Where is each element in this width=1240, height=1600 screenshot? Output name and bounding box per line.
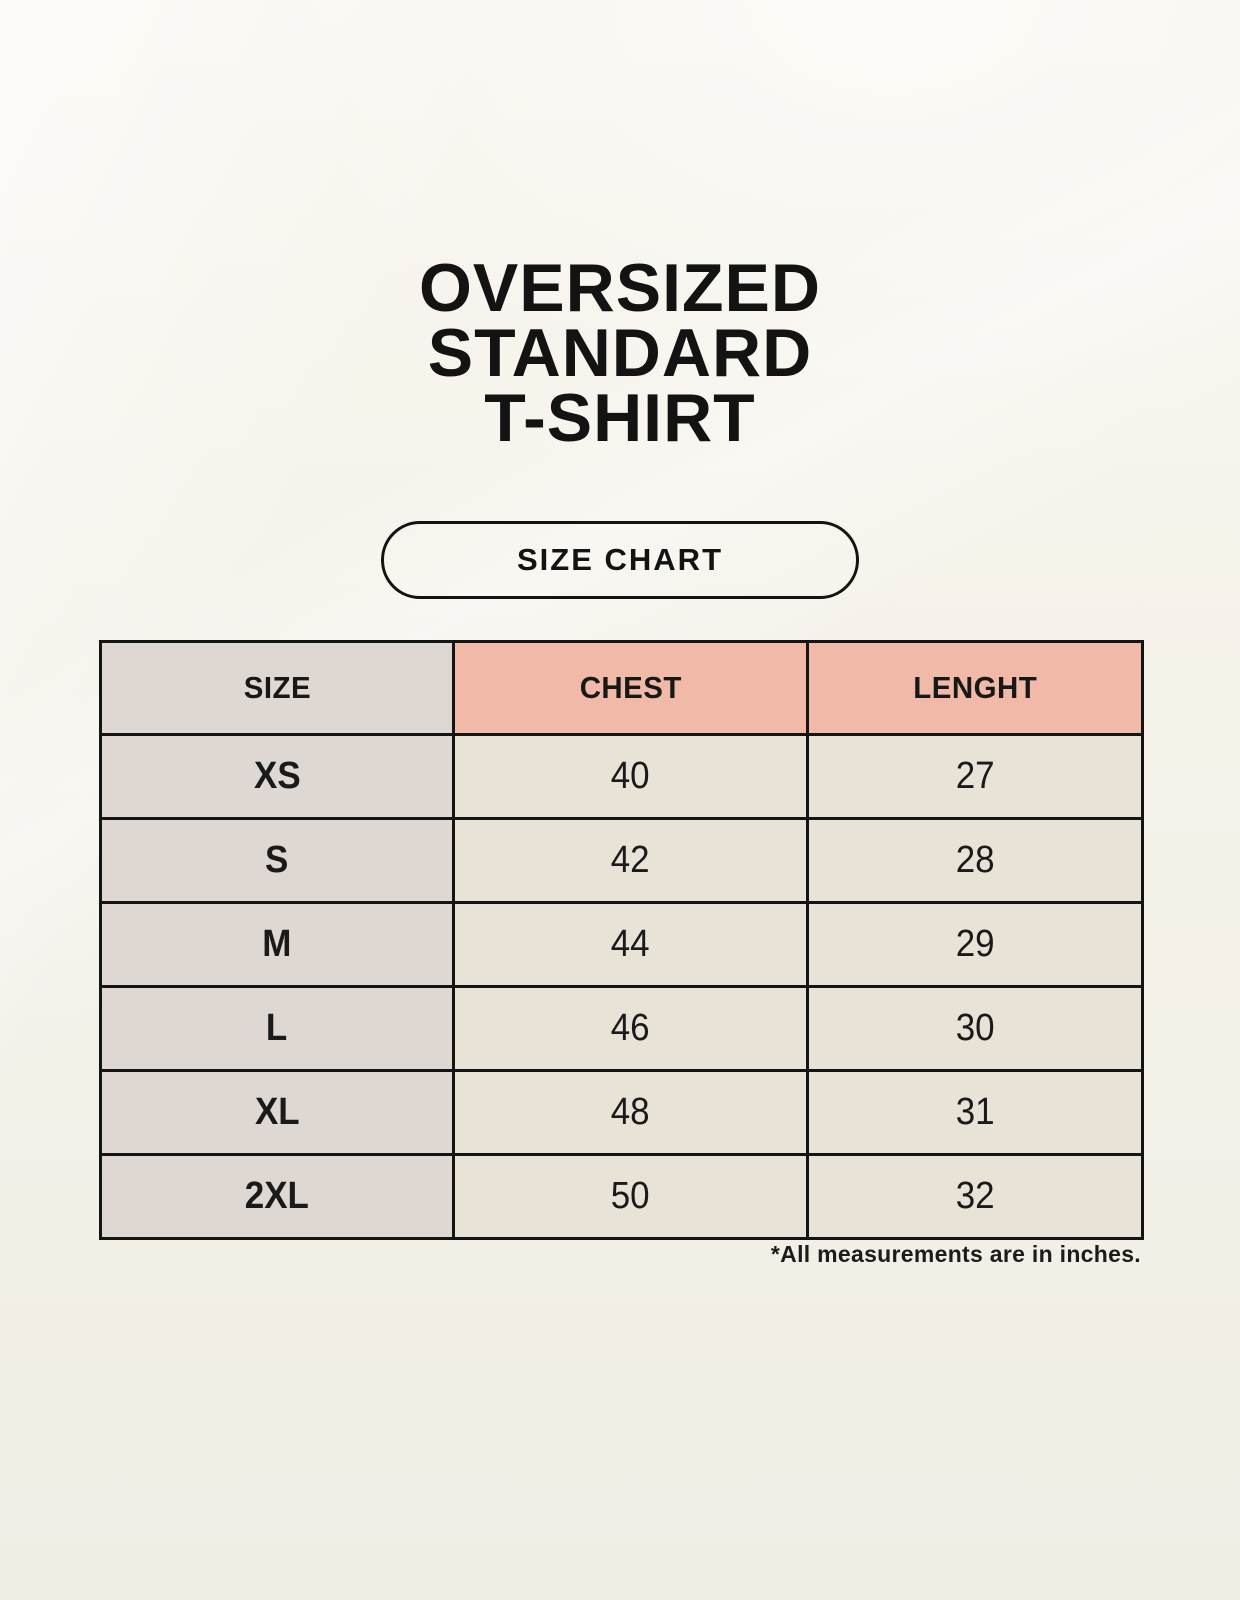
length-value-cell: 28: [806, 817, 1144, 904]
length-value-cell: 30: [806, 985, 1144, 1072]
size-label-cell: L: [99, 985, 455, 1072]
size-chart-table: SIZE CHEST LENGHT XS 40 27 S 42 28 M 44 …: [99, 640, 1144, 1240]
chest-value-cell: 48: [452, 1069, 809, 1156]
column-header-chest: CHEST: [452, 640, 809, 736]
size-chart-badge-label: SIZE CHART: [517, 542, 723, 577]
size-label-cell: 2XL: [99, 1153, 455, 1240]
length-value-cell: 31: [806, 1069, 1144, 1156]
table-row-xs: XS 40 27: [99, 733, 1144, 820]
chest-value-cell: 46: [452, 985, 809, 1072]
product-title-line-2: STANDARD: [427, 315, 813, 391]
length-value-cell: 32: [806, 1153, 1144, 1240]
length-value-cell: 29: [806, 901, 1144, 988]
column-header-size: SIZE: [99, 640, 455, 736]
chest-value-cell: 42: [452, 817, 809, 904]
table-row-xl: XL 48 31: [99, 1069, 1144, 1156]
chest-value-cell: 44: [452, 901, 809, 988]
column-header-lenght: LENGHT: [806, 640, 1144, 736]
size-label-cell: M: [99, 901, 455, 988]
chest-value-cell: 40: [452, 733, 809, 820]
measurements-footnote: *All measurements are in inches.: [770, 1241, 1141, 1267]
length-value-cell: 27: [806, 733, 1144, 820]
chest-value-cell: 50: [452, 1153, 809, 1240]
table-row-2xl: 2XL 50 32: [99, 1153, 1144, 1240]
table-header-row: SIZE CHEST LENGHT: [99, 640, 1144, 736]
table-row-m: M 44 29: [99, 901, 1144, 988]
product-title-line-1: OVERSIZED: [419, 250, 821, 326]
size-label-cell: S: [99, 817, 455, 904]
product-title: OVERSIZED STANDARD T-SHIRT: [0, 250, 1240, 456]
size-chart-badge: SIZE CHART: [381, 521, 859, 599]
table-row-l: L 46 30: [99, 985, 1144, 1072]
table-row-s: S 42 28: [99, 817, 1144, 904]
size-label-cell: XL: [99, 1069, 455, 1156]
product-title-line-3: T-SHIRT: [484, 380, 756, 456]
size-label-cell: XS: [99, 733, 455, 820]
